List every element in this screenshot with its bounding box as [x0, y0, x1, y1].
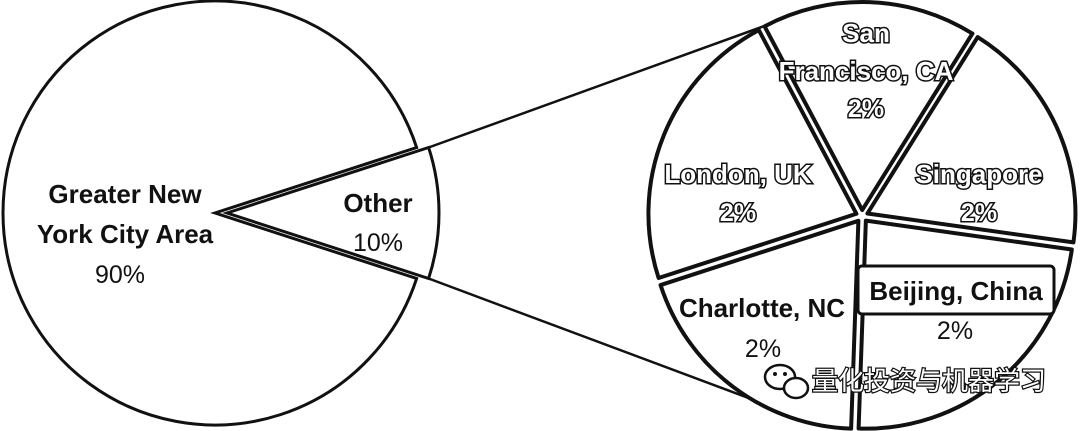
main-pie [1, 0, 441, 427]
wechat-icon [763, 363, 810, 400]
slice-charlotte-nc [658, 218, 861, 431]
slice-label-london: London, UK [664, 159, 812, 189]
slice-value-other: 10% [353, 229, 403, 257]
slice-singapore [865, 35, 1078, 245]
slice-label-other: Other [343, 188, 412, 218]
slice-label-beijing: Beijing, China [869, 276, 1043, 306]
slice-greater-new-york-city-area [1, 0, 419, 427]
slice-label-greater-nyc-line1: Greater New [48, 179, 202, 209]
slice-label-san-francisco-line1: San [842, 18, 890, 48]
connector-lines [428, 18, 784, 405]
slice-value-greater-nyc: 90% [95, 261, 145, 289]
slice-value-singapore: 2% [961, 199, 997, 227]
slice-value-london: 2% [720, 199, 756, 227]
watermark-text: 量化投资与机器学习 [812, 367, 1046, 397]
slice-value-beijing: 2% [937, 317, 973, 345]
slice-label-singapore: Singapore [915, 159, 1042, 189]
connector-bottom [428, 277, 763, 405]
slice-value-charlotte: 2% [745, 335, 781, 363]
slice-label-san-francisco-line2: Francisco, CA [779, 56, 954, 86]
connector-top [428, 18, 784, 149]
slice-label-charlotte: Charlotte, NC [679, 293, 845, 323]
slice-label-greater-nyc-line2: York City Area [37, 219, 214, 249]
beijing-label-box [856, 264, 1056, 316]
slice-value-san-francisco: 2% [848, 95, 884, 123]
slice-other [222, 145, 441, 281]
slice-london-uk [646, 28, 859, 281]
slice-san-francisco-ca [762, 0, 975, 213]
